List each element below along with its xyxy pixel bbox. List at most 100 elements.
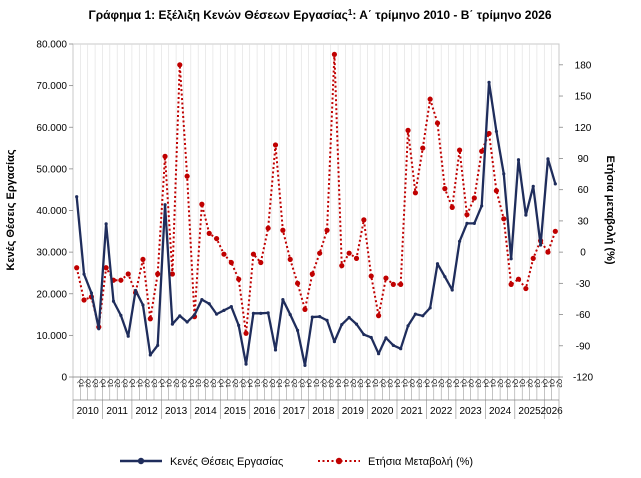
x-quarter-label: Q2 xyxy=(290,379,297,388)
x-quarter-label: Q2 xyxy=(408,379,415,388)
point-vacancies xyxy=(185,320,189,324)
point-vacancies xyxy=(406,324,410,328)
point-vacancies xyxy=(502,172,506,176)
point-vacancies xyxy=(82,272,86,276)
point-vacancies xyxy=(170,322,175,326)
point-vacancies xyxy=(200,297,204,302)
x-quarter-label: Q4 xyxy=(335,379,342,388)
point-annual-change xyxy=(236,276,242,282)
x-quarter-label: Q4 xyxy=(158,379,165,388)
point-annual-change xyxy=(361,217,367,223)
x-quarter-label: Q4 xyxy=(305,379,312,388)
point-vacancies xyxy=(178,314,182,318)
point-vacancies xyxy=(288,312,292,317)
x-year-label: 2010 xyxy=(77,406,100,417)
x-quarter-label: Q3 xyxy=(180,379,187,388)
point-vacancies xyxy=(75,195,79,199)
point-vacancies xyxy=(391,343,395,347)
point-annual-change xyxy=(552,228,558,234)
x-quarter-label: Q2 xyxy=(84,379,91,388)
point-vacancies xyxy=(295,328,300,332)
point-annual-change xyxy=(213,235,220,242)
x-quarter-label: Q3 xyxy=(475,379,482,388)
point-annual-change xyxy=(383,275,389,281)
x-year-label: 2017 xyxy=(283,406,306,417)
x-quarter-label: Q3 xyxy=(268,379,275,388)
y-tick-label: 80.000 xyxy=(36,40,67,51)
point-annual-change xyxy=(449,204,455,210)
x-year-label: 2023 xyxy=(460,406,483,417)
x-quarter-label: Q4 xyxy=(511,379,518,388)
point-vacancies xyxy=(340,322,344,327)
point-annual-change xyxy=(280,227,286,233)
x-quarter-label: Q4 xyxy=(423,379,430,388)
point-annual-change xyxy=(221,251,227,257)
x-quarter-label: Q4 xyxy=(482,379,489,388)
point-vacancies xyxy=(376,352,381,356)
point-annual-change xyxy=(471,195,477,201)
x-quarter-label: Q3 xyxy=(151,379,158,388)
x-quarter-label: Q1 xyxy=(430,379,437,388)
point-annual-change xyxy=(346,250,352,256)
point-annual-change xyxy=(169,271,176,277)
x-quarter-label: Q3 xyxy=(416,379,423,388)
point-vacancies xyxy=(303,363,307,367)
x-quarter-label: Q1 xyxy=(371,379,378,388)
point-vacancies xyxy=(494,129,499,134)
x-quarter-label: Q1 xyxy=(283,379,290,388)
x-quarter-label: Q1 xyxy=(254,379,261,388)
y-tick-label: 50.000 xyxy=(36,164,67,175)
point-annual-change xyxy=(390,281,396,287)
series-line-vacancies xyxy=(75,81,557,367)
x-quarter-label: Q3 xyxy=(445,379,452,388)
y-tick-label: 10.000 xyxy=(36,331,67,342)
point-annual-change xyxy=(368,273,374,279)
point-vacancies xyxy=(465,221,469,226)
point-annual-change xyxy=(530,255,536,261)
point-vacancies xyxy=(104,222,108,226)
x-quarter-label: Q3 xyxy=(357,379,364,388)
y2-tick-label: 30 xyxy=(577,216,589,227)
point-annual-change xyxy=(250,251,257,257)
point-vacancies xyxy=(192,313,197,317)
x-quarter-label: Q3 xyxy=(92,379,99,388)
point-vacancies xyxy=(362,332,366,337)
x-quarter-label: Q2 xyxy=(556,379,563,388)
x-year-label: 2025 xyxy=(518,406,541,417)
point-annual-change xyxy=(405,127,411,133)
x-quarter-label: Q1 xyxy=(519,379,526,388)
x-quarter-label: Q3 xyxy=(504,379,511,388)
point-vacancies xyxy=(111,299,116,303)
point-vacancies xyxy=(509,257,513,261)
point-annual-change xyxy=(523,285,529,292)
y2-tick-label: -120 xyxy=(573,373,593,384)
point-vacancies xyxy=(119,313,123,317)
chart-title: Γράφημα 1: Εξέλιξη Κενών Θέσεων Εργασίας… xyxy=(88,8,551,22)
point-annual-change xyxy=(545,249,551,255)
x-quarter-label: Q3 xyxy=(121,379,128,388)
x-quarter-label: Q1 xyxy=(77,379,84,388)
y-tick-label: 70.000 xyxy=(36,81,67,92)
x-year-label: 2020 xyxy=(371,406,394,417)
point-vacancies xyxy=(553,182,557,186)
point-annual-change xyxy=(118,277,124,283)
point-vacancies xyxy=(163,203,167,207)
point-vacancies xyxy=(89,291,94,295)
point-vacancies xyxy=(156,343,160,347)
x-year-label: 2022 xyxy=(430,406,453,417)
point-annual-change xyxy=(479,148,485,154)
point-vacancies xyxy=(516,158,521,162)
x-quarter-label: Q4 xyxy=(187,379,194,388)
x-quarter-label: Q4 xyxy=(99,379,106,388)
x-quarter-label: Q2 xyxy=(232,379,239,388)
point-annual-change xyxy=(515,276,522,282)
x-quarter-label: Q1 xyxy=(165,379,172,388)
y-tick-label: 40.000 xyxy=(36,206,67,217)
point-vacancies xyxy=(229,305,233,309)
series-line-annual-change xyxy=(75,54,557,334)
point-annual-change xyxy=(331,51,338,58)
legend: Κενές Θέσεις Εργασίας Ετήσια Μεταβολή (%… xyxy=(120,456,473,468)
point-annual-change xyxy=(420,145,426,151)
y-tick-label: 20.000 xyxy=(36,289,67,300)
